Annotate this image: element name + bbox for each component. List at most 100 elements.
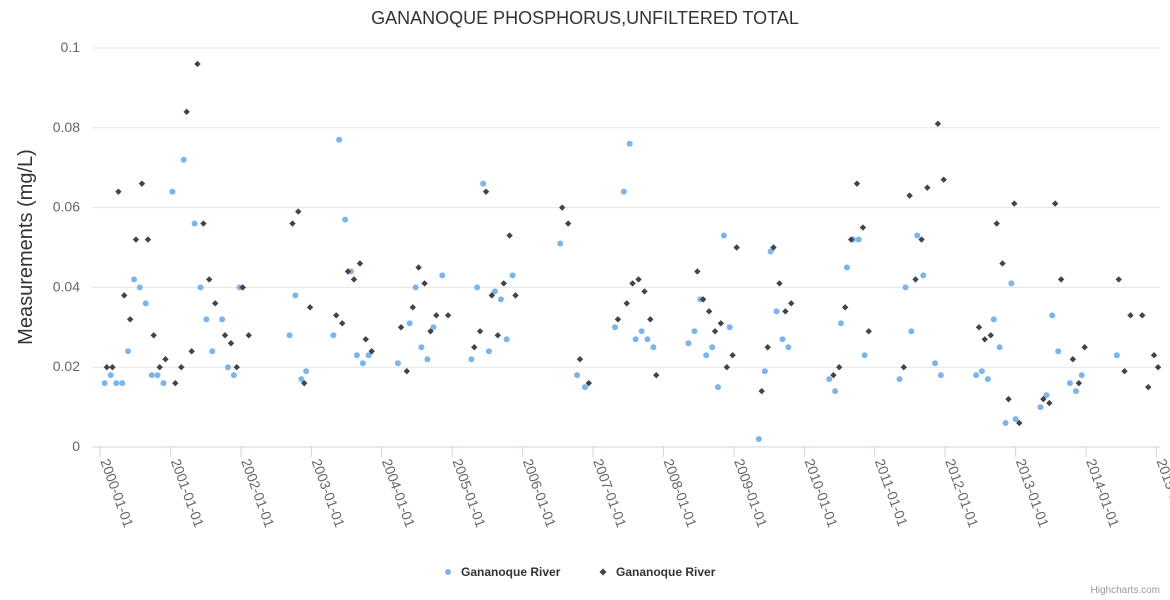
y-tick-label: 0.04 (53, 278, 80, 294)
data-point-series-1 (557, 240, 564, 247)
data-point-series-2 (494, 332, 502, 339)
data-point-series-2 (770, 244, 777, 251)
data-point-series-1 (203, 316, 210, 323)
data-point-series-1 (1049, 312, 1056, 319)
data-point-series-1 (1043, 392, 1050, 399)
data-point-series-2 (409, 304, 416, 311)
data-point-series-1 (365, 352, 372, 359)
legend-item-series-1[interactable]: Gananoque River (445, 565, 561, 579)
data-point-series-2 (194, 60, 201, 68)
data-point-series-2 (115, 188, 122, 195)
data-point-series-2 (558, 204, 566, 211)
data-point-series-1 (439, 272, 446, 279)
data-point-series-2 (356, 260, 364, 267)
legend-label-series-2: Gananoque River (616, 565, 716, 579)
series-1-points (101, 136, 1120, 443)
data-point-series-2 (162, 356, 169, 363)
data-point-series-2 (1005, 395, 1012, 403)
legend-item-series-2[interactable]: Gananoque River (599, 565, 716, 579)
data-point-series-2 (289, 220, 296, 227)
data-point-series-2 (1051, 200, 1059, 207)
data-point-series-2 (188, 348, 195, 355)
data-point-series-2 (653, 371, 660, 379)
data-point-series-2 (512, 292, 519, 299)
data-point-series-1 (131, 276, 138, 283)
data-point-series-2 (1121, 367, 1128, 375)
legend-marker-circle (445, 569, 451, 575)
data-point-series-1 (160, 380, 167, 387)
data-point-series-2 (987, 332, 994, 339)
data-point-series-2 (934, 120, 942, 128)
data-point-series-1 (837, 320, 844, 327)
data-point-series-2 (397, 324, 405, 331)
data-point-series-2 (758, 387, 765, 395)
data-point-series-2 (906, 192, 913, 199)
data-point-series-1 (1055, 348, 1062, 355)
data-point-series-1 (101, 380, 108, 387)
data-point-series-2 (694, 268, 701, 275)
x-tick-label: 2006-01-01 (520, 457, 560, 530)
data-point-series-2 (1127, 312, 1134, 319)
data-point-series-2 (126, 316, 134, 323)
y-tick-label: 0.06 (53, 199, 80, 215)
data-point-series-2 (1057, 276, 1065, 283)
data-point-series-1 (336, 136, 343, 143)
data-point-series-1 (491, 288, 498, 295)
data-point-series-2 (227, 340, 235, 347)
data-point-series-1 (709, 344, 716, 351)
data-point-series-1 (832, 388, 839, 395)
data-point-series-2 (733, 244, 740, 251)
data-point-series-2 (339, 320, 346, 327)
data-point-series-2 (1016, 419, 1023, 427)
data-point-series-2 (506, 232, 513, 239)
data-point-series-1 (303, 368, 310, 375)
legend-label-series-1: Gananoque River (461, 565, 561, 579)
credits-link[interactable]: Highcharts.com (1090, 585, 1160, 596)
data-point-series-1 (973, 372, 980, 379)
data-point-series-2 (415, 264, 422, 271)
data-point-series-1 (914, 232, 921, 239)
x-tick-label: 2011-01-01 (872, 457, 911, 529)
data-point-series-1 (620, 188, 627, 195)
data-point-series-2 (333, 312, 340, 319)
data-point-series-1 (224, 364, 231, 371)
x-tick-label: 2014-01-01 (1083, 457, 1123, 530)
data-point-series-1 (468, 356, 475, 363)
data-point-series-2 (1150, 352, 1158, 359)
data-point-series-1 (430, 324, 437, 331)
data-point-series-2 (1069, 356, 1077, 363)
data-point-series-2 (729, 352, 736, 359)
series-2-points (103, 60, 1162, 427)
data-point-series-1 (720, 232, 727, 239)
data-point-series-1 (412, 284, 419, 291)
data-point-series-1 (119, 380, 126, 387)
data-point-series-1 (142, 300, 149, 307)
data-point-series-1 (581, 384, 588, 391)
data-point-series-2 (940, 176, 947, 183)
data-point-series-2 (150, 332, 157, 339)
data-point-series-2 (109, 364, 116, 371)
x-tick-label: 2005-01-01 (449, 457, 489, 530)
legend[interactable]: Gananoque River Gananoque River (445, 565, 716, 579)
data-point-series-2 (993, 220, 1000, 227)
data-point-series-2 (918, 236, 925, 243)
data-point-series-2 (156, 364, 163, 371)
data-point-series-1 (219, 316, 226, 323)
data-point-series-1 (773, 308, 780, 315)
y-tick-label: 0 (72, 438, 80, 454)
data-point-series-1 (612, 324, 619, 331)
data-point-series-2 (699, 296, 707, 303)
data-point-series-1 (978, 368, 985, 375)
legend-marker-diamond (599, 568, 607, 576)
data-point-series-2 (120, 292, 128, 299)
y-axis-label: Measurements (mg/L) (15, 149, 37, 345)
data-point-series-1 (996, 344, 1003, 351)
data-point-series-2 (981, 336, 988, 343)
data-point-series-1 (896, 376, 903, 383)
data-point-series-2 (705, 308, 713, 315)
data-point-series-2 (403, 367, 411, 375)
data-point-series-1 (632, 336, 639, 343)
data-point-series-1 (1066, 380, 1073, 387)
data-point-series-1 (767, 248, 774, 255)
x-tick-label: 2015-01-01 (1154, 457, 1170, 530)
